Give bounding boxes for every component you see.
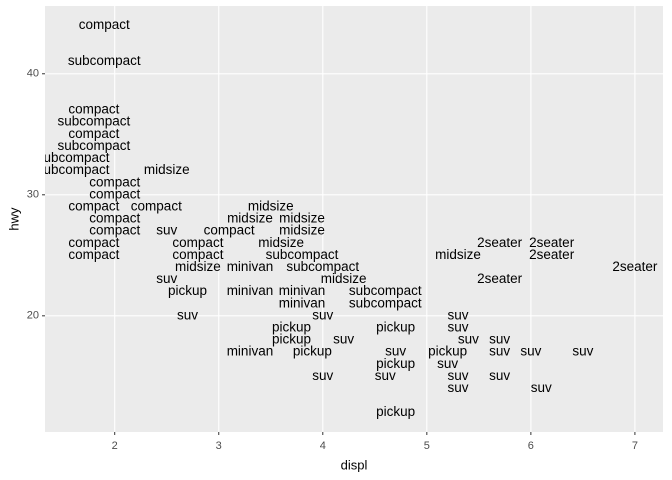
point-label: compact <box>68 126 119 141</box>
point-label: midsize <box>279 211 325 226</box>
point-label: midsize <box>144 162 190 177</box>
point-label: pickup <box>376 319 415 334</box>
point-label: suv <box>448 307 469 322</box>
y-axis-title: hwy <box>6 207 21 231</box>
point-label: pickup <box>428 344 467 359</box>
point-label: suv <box>312 368 333 383</box>
point-label: midsize <box>435 247 481 262</box>
point-label: midsize <box>321 271 367 286</box>
point-label: compact <box>68 198 119 213</box>
point-label: compact <box>89 211 140 226</box>
point-label: pickup <box>376 404 415 419</box>
point-label: suv <box>177 307 198 322</box>
point-label: subcompact <box>266 247 339 262</box>
point-label: suv <box>489 368 510 383</box>
point-label: suv <box>375 368 396 383</box>
point-label: compact <box>79 17 130 32</box>
point-label: compact <box>204 223 255 238</box>
point-label: suv <box>156 271 177 286</box>
point-label: compact <box>68 247 119 262</box>
point-label: subcompact <box>286 259 359 274</box>
point-label: compact <box>68 235 119 250</box>
x-tick-label: 6 <box>528 440 534 452</box>
point-label: 2seater <box>529 247 575 262</box>
point-label: suv <box>458 332 479 347</box>
point-label: subcompact <box>37 162 110 177</box>
y-tick-label: 20 <box>27 310 39 322</box>
point-label: compact <box>131 198 182 213</box>
x-tick-label: 3 <box>216 440 222 452</box>
point-label: pickup <box>168 283 207 298</box>
point-label: minivan <box>279 295 326 310</box>
point-label: suv <box>520 344 541 359</box>
point-label: suv <box>385 344 406 359</box>
point-label: suv <box>489 344 510 359</box>
point-label: 2seater <box>477 271 523 286</box>
point-label: compact <box>172 247 223 262</box>
point-label: subcompact <box>349 283 422 298</box>
point-label: midsize <box>175 259 221 274</box>
point-label: 2seater <box>477 235 523 250</box>
point-label: suv <box>572 344 593 359</box>
point-label: suv <box>448 368 469 383</box>
point-label: compact <box>89 223 140 238</box>
x-axis-title: displ <box>341 457 368 472</box>
point-label: subcompact <box>58 138 131 153</box>
point-label: pickup <box>272 319 311 334</box>
point-label: suv <box>448 380 469 395</box>
point-label: subcompact <box>349 295 422 310</box>
point-label: midsize <box>248 198 294 213</box>
points: compactsubcompactcompactsubcompactcompac… <box>37 17 658 419</box>
point-label: minivan <box>279 283 326 298</box>
y-tick-label: 40 <box>27 68 39 80</box>
point-label: subcompact <box>37 150 110 165</box>
x-tick-label: 4 <box>320 440 326 452</box>
point-label: 2seater <box>612 259 658 274</box>
x-tick-label: 2 <box>112 440 118 452</box>
point-label: pickup <box>272 332 311 347</box>
point-label: minivan <box>227 344 274 359</box>
point-label: suv <box>333 332 354 347</box>
point-label: minivan <box>227 283 274 298</box>
x-tick-label: 7 <box>632 440 638 452</box>
point-label: midsize <box>258 235 304 250</box>
point-label: suv <box>448 319 469 334</box>
point-label: compact <box>172 235 223 250</box>
point-label: suv <box>437 356 458 371</box>
point-label: compact <box>68 102 119 117</box>
point-label: compact <box>89 174 140 189</box>
point-label: suv <box>312 307 333 322</box>
point-label: subcompact <box>58 114 131 129</box>
point-label: midsize <box>227 211 273 226</box>
axes: 2 3 4 5 6 7 20 30 40 <box>27 68 638 452</box>
point-label: suv <box>156 223 177 238</box>
point-label: subcompact <box>68 53 141 68</box>
point-label: compact <box>89 186 140 201</box>
point-label: pickup <box>293 344 332 359</box>
y-tick-label: 30 <box>27 189 39 201</box>
point-label: midsize <box>279 223 325 238</box>
panel-background <box>45 6 663 432</box>
point-label: 2seater <box>529 235 575 250</box>
point-label: suv <box>489 332 510 347</box>
x-tick-label: 5 <box>424 440 430 452</box>
point-label: suv <box>531 380 552 395</box>
grid <box>45 6 663 432</box>
point-label: minivan <box>227 259 274 274</box>
point-label: pickup <box>376 356 415 371</box>
